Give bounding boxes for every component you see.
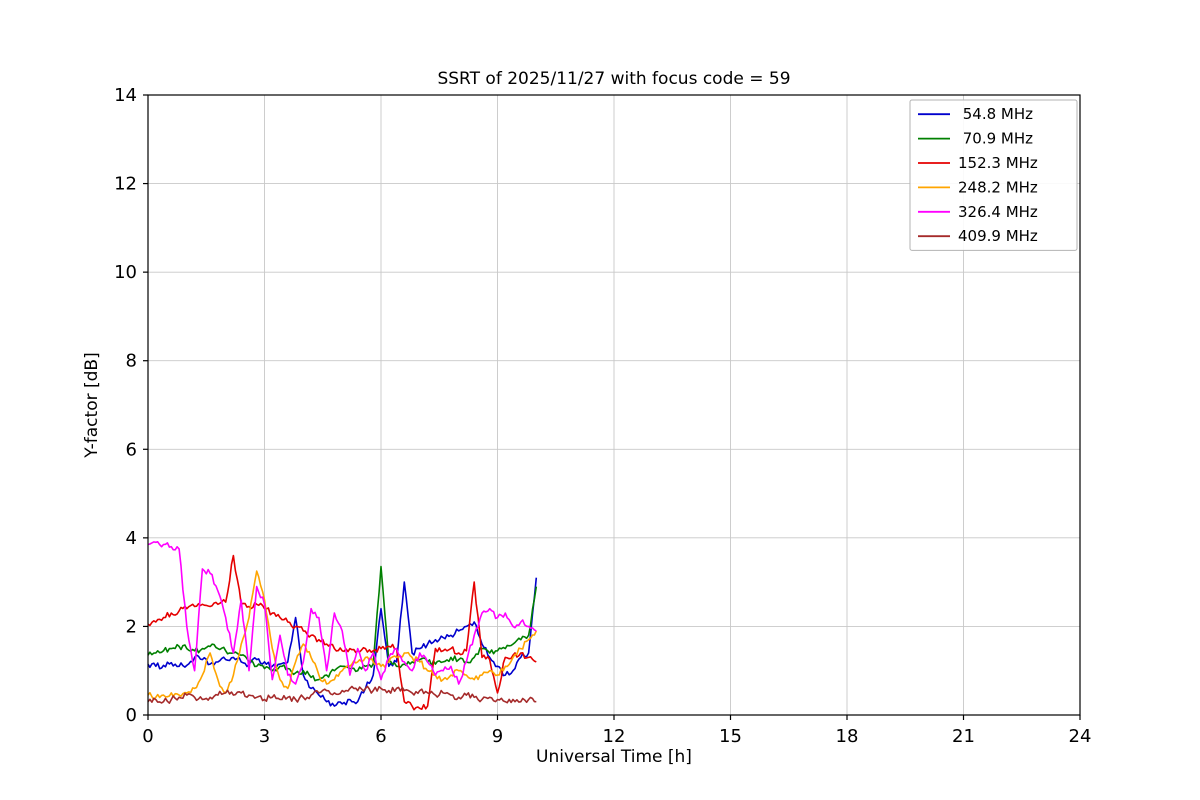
axes <box>143 94 1081 720</box>
y-tick-label: 4 <box>126 528 137 549</box>
y-tick-label: 14 <box>114 85 137 106</box>
chart-title: SSRT of 2025/11/27 with focus code = 59 <box>437 69 790 89</box>
y-tick-label: 12 <box>114 174 137 195</box>
y-tick-label: 2 <box>126 616 137 637</box>
series-line-248.2MHz <box>147 570 538 701</box>
y-tick-label: 10 <box>114 262 137 283</box>
y-tick-label: 6 <box>126 439 137 460</box>
legend-item-label: 326.4 MHz <box>958 203 1038 221</box>
series-line-326.4MHz <box>147 540 537 685</box>
x-tick-label: 24 <box>1069 726 1092 747</box>
series-line-152.3MHz <box>147 554 537 711</box>
legend-item-label: 54.8 MHz <box>958 105 1033 123</box>
x-tick-label: 12 <box>603 726 626 747</box>
legend-box <box>909 99 1078 251</box>
y-tick-label: 0 <box>126 705 137 726</box>
legend-item-label: 248.2 MHz <box>958 178 1038 196</box>
series-line-409.9MHz <box>147 685 537 704</box>
y-tick-label: 8 <box>126 351 137 372</box>
legend-item-label: 409.9 MHz <box>958 227 1038 245</box>
legend-item-label: 152.3 MHz <box>958 154 1038 172</box>
x-tick-label: 0 <box>142 726 153 747</box>
series-line-54.8MHz <box>147 577 538 707</box>
legend-item-label: 70.9 MHz <box>958 130 1033 148</box>
x-tick-label: 3 <box>259 726 270 747</box>
legend: 54.8 MHz 70.9 MHz 152.3 MHz 248.2 MHz 326.4… <box>909 99 1078 251</box>
x-axis-label: Universal Time [h] <box>536 747 692 767</box>
series-line-70.9MHz <box>147 565 538 682</box>
x-tick-label: 18 <box>836 726 859 747</box>
series-lines <box>147 540 538 711</box>
y-axis-label: Y-factor [dB] <box>82 352 102 458</box>
x-tick-label: 9 <box>492 726 503 747</box>
x-tick-label: 15 <box>719 726 742 747</box>
x-tick-label: 6 <box>375 726 386 747</box>
x-tick-label: 21 <box>952 726 975 747</box>
